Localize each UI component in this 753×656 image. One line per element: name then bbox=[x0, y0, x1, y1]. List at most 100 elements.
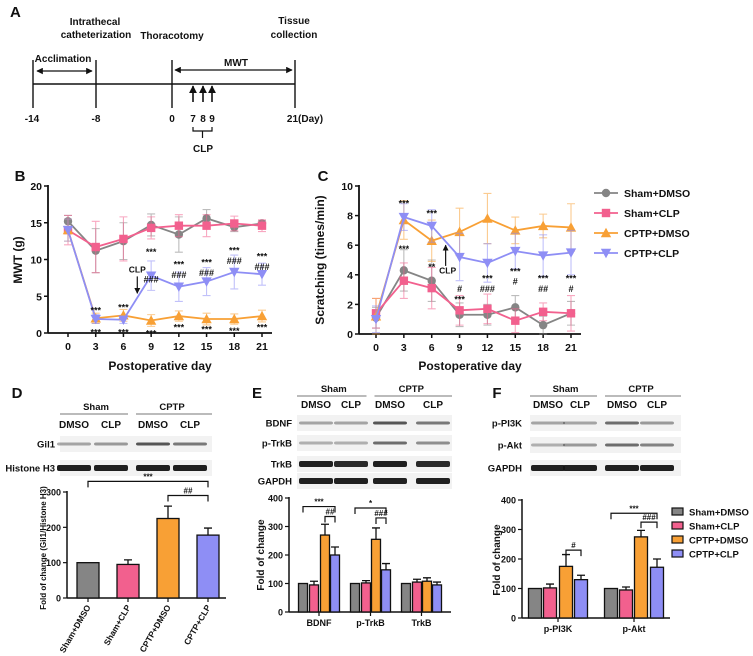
x-tick-label: 21 bbox=[256, 341, 268, 353]
significance-mark: *** bbox=[454, 295, 465, 305]
significance-mark: *** bbox=[146, 247, 157, 257]
legend-swatch bbox=[671, 549, 684, 558]
protein-band bbox=[416, 461, 450, 467]
significance-mark: *** bbox=[257, 322, 268, 332]
circle-marker bbox=[601, 188, 611, 198]
error-bar bbox=[321, 523, 329, 536]
x-tick-label: 6 bbox=[429, 342, 435, 354]
significance-mark: *** bbox=[143, 472, 153, 481]
significance-mark: *** bbox=[174, 260, 185, 270]
series-line bbox=[375, 269, 572, 327]
bar bbox=[329, 554, 341, 613]
protein-band bbox=[334, 478, 368, 484]
significance-bracket bbox=[565, 549, 582, 557]
y-tick-label: 10 bbox=[30, 255, 42, 267]
y-tick-label: 200 bbox=[268, 551, 283, 561]
blot-row-label: Histone H3 bbox=[5, 464, 55, 475]
triangle-down-marker bbox=[510, 246, 521, 257]
protein-band bbox=[173, 442, 207, 446]
significance-mark: ## bbox=[538, 284, 548, 294]
significance-bracket bbox=[640, 521, 658, 529]
event-label: catheterization bbox=[61, 30, 132, 41]
significance-mark: # bbox=[513, 277, 518, 287]
bar bbox=[649, 566, 665, 619]
x-tick-label: 3 bbox=[93, 341, 99, 353]
significance-bracket bbox=[354, 507, 387, 514]
protein-band bbox=[373, 421, 407, 425]
protein-band bbox=[563, 465, 597, 471]
triangle-down-marker bbox=[62, 225, 74, 236]
square-marker bbox=[427, 283, 436, 293]
y-axis-label: Scratching (times/min) bbox=[313, 195, 327, 324]
y-tick-label: 0 bbox=[278, 608, 283, 618]
significance-bracket bbox=[375, 517, 387, 524]
protein-band bbox=[531, 443, 565, 447]
significance-mark: ## bbox=[184, 487, 193, 496]
legend-swatch bbox=[671, 535, 684, 544]
triangle-down-marker bbox=[398, 212, 410, 223]
y-tick-label: 0 bbox=[347, 329, 353, 341]
protein-band bbox=[640, 443, 674, 447]
y-tick-label: 200 bbox=[46, 523, 61, 533]
significance-mark: ### bbox=[199, 268, 214, 278]
bar bbox=[308, 584, 320, 613]
protein-band bbox=[136, 465, 170, 471]
legend-swatch bbox=[671, 507, 684, 516]
triangle-down-marker bbox=[537, 251, 549, 261]
lane-label: CLP bbox=[570, 400, 590, 411]
protein-band bbox=[605, 421, 639, 425]
lane-label: CLP bbox=[341, 400, 361, 411]
triangle-up-marker bbox=[537, 220, 549, 231]
y-tick-label: 0 bbox=[511, 614, 516, 624]
triangle-down-marker bbox=[173, 282, 185, 292]
square-marker bbox=[566, 309, 576, 318]
protein-band bbox=[563, 421, 597, 425]
bar bbox=[297, 582, 309, 613]
legend-label: CPTP+CLP bbox=[689, 550, 740, 561]
significance-mark: *** bbox=[629, 504, 639, 513]
y-tick-label: 100 bbox=[46, 558, 61, 568]
blot-row-label: p-TrkB bbox=[262, 439, 292, 450]
legend-label: CPTP+CLP bbox=[624, 248, 679, 260]
protein-band bbox=[605, 443, 639, 447]
legend-label: Sham+DMSO bbox=[689, 508, 749, 519]
event-label: Thoracotomy bbox=[140, 31, 204, 42]
protein-band bbox=[531, 465, 565, 471]
triangle-down-marker bbox=[201, 277, 212, 287]
clp-marker-label: CLP bbox=[439, 265, 456, 275]
significance-mark: *** bbox=[90, 328, 101, 338]
x-tick-label: 15 bbox=[201, 341, 213, 353]
y-tick-label: 400 bbox=[501, 496, 516, 506]
triangle-up-marker bbox=[600, 227, 612, 238]
square-marker bbox=[230, 219, 239, 228]
series-line bbox=[375, 215, 572, 320]
y-tick-label: 100 bbox=[268, 579, 283, 589]
x-tick-label: Sham+DMSO bbox=[57, 603, 93, 655]
significance-mark: *** bbox=[174, 322, 185, 332]
significance-mark: *** bbox=[566, 274, 577, 284]
protein-band bbox=[136, 442, 170, 446]
y-tick-label: 5 bbox=[36, 291, 42, 303]
bar-legend: Sham+DMSO Sham+CLP CPTP+DMSO CPTP+CLP bbox=[671, 507, 749, 561]
square-marker bbox=[601, 208, 611, 218]
bar bbox=[421, 580, 433, 613]
panel-a-timeline: A Acclimation Intrathecal catheterizatio… bbox=[10, 4, 323, 155]
protein-band bbox=[94, 442, 128, 446]
significance-mark: *** bbox=[118, 303, 129, 313]
western-blot-f: Sham CPTP DMSO CLP DMSO CLP p-PI3K p-Akt GAPDH bbox=[488, 384, 681, 476]
lane-label: DMSO bbox=[59, 420, 89, 431]
day-tick: 9 bbox=[209, 114, 215, 125]
bar bbox=[618, 589, 634, 619]
x-tick-label: 18 bbox=[228, 341, 240, 353]
protein-band bbox=[334, 461, 368, 467]
error-bar bbox=[372, 527, 380, 540]
panel-label-d: D bbox=[12, 385, 23, 402]
significance-mark: *** bbox=[399, 244, 410, 254]
x-tick-label: 15 bbox=[509, 342, 521, 354]
series-cptp-clp bbox=[62, 218, 268, 325]
y-axis-label: MWT (g) bbox=[11, 236, 25, 283]
significance-mark: *** bbox=[257, 252, 268, 262]
protein-band bbox=[173, 465, 207, 471]
y-tick-label: 300 bbox=[268, 522, 283, 532]
